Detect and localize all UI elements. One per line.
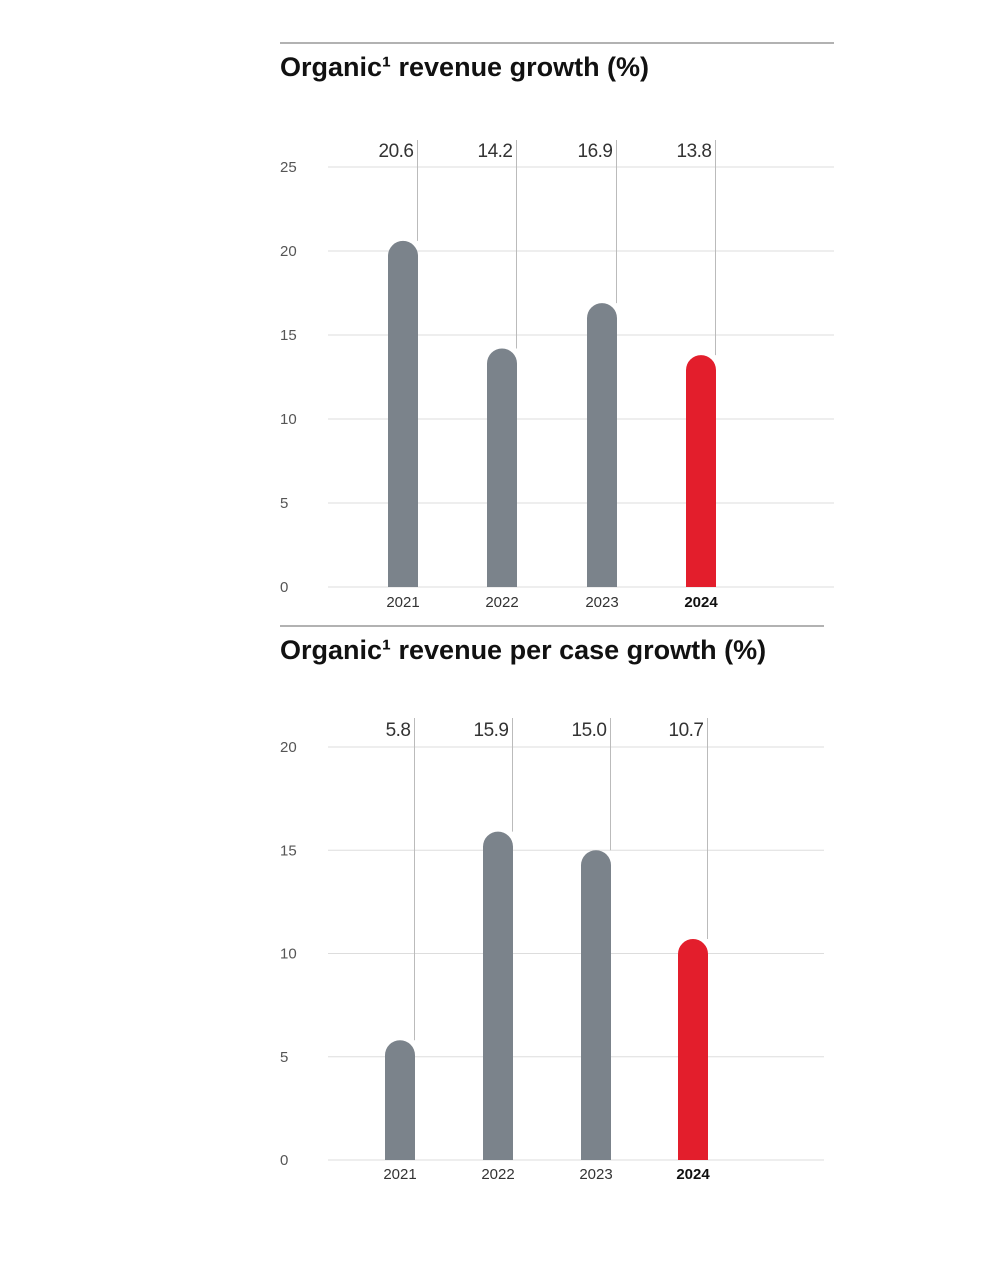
value-label: 16.9	[578, 141, 613, 162]
bar-2021	[388, 240, 418, 587]
chart-2: Organic¹ revenue per case growth (%) 0 5 10…	[280, 625, 824, 1183]
x-tick-label: 2021	[386, 594, 419, 611]
x-tick-label: 2024	[676, 1166, 710, 1183]
chart-title: Organic¹ revenue per case growth (%)	[280, 635, 766, 665]
y-tick-label: 25	[280, 159, 297, 176]
bar-2022	[487, 348, 517, 587]
bar-2023	[587, 303, 617, 587]
value-label: 13.8	[677, 141, 712, 162]
y-tick-label: 0	[280, 1152, 288, 1169]
bar-2023	[581, 850, 611, 1160]
y-tick-label: 10	[280, 411, 297, 428]
bar-2024	[678, 939, 708, 1160]
value-label: 5.8	[386, 720, 411, 741]
value-label: 10.7	[669, 720, 704, 741]
y-tick-label: 15	[280, 842, 297, 859]
chart-1: Organic¹ revenue growth (%) 0 5 10 15 20 25 20.…	[280, 42, 834, 611]
y-tick-label: 10	[280, 946, 297, 963]
x-tick-label: 2022	[485, 594, 518, 611]
x-tick-label: 2023	[585, 594, 618, 611]
bar-2022	[483, 831, 513, 1160]
bar-2024	[686, 355, 716, 587]
y-tick-label: 20	[280, 243, 297, 260]
y-tick-label: 0	[280, 579, 288, 596]
x-tick-label: 2021	[383, 1166, 416, 1183]
y-tick-label: 15	[280, 327, 297, 344]
y-tick-label: 5	[280, 495, 288, 512]
x-tick-label: 2023	[579, 1166, 612, 1183]
y-tick-label: 5	[280, 1049, 288, 1066]
bar-2021	[385, 1040, 415, 1160]
x-tick-label: 2024	[684, 594, 718, 611]
value-label: 15.0	[572, 720, 607, 741]
value-label: 14.2	[478, 141, 513, 162]
value-label: 15.9	[474, 720, 509, 741]
chart-title: Organic¹ revenue growth (%)	[280, 52, 649, 82]
y-tick-label: 20	[280, 739, 297, 756]
x-tick-label: 2022	[481, 1166, 514, 1183]
value-label: 20.6	[379, 141, 414, 162]
